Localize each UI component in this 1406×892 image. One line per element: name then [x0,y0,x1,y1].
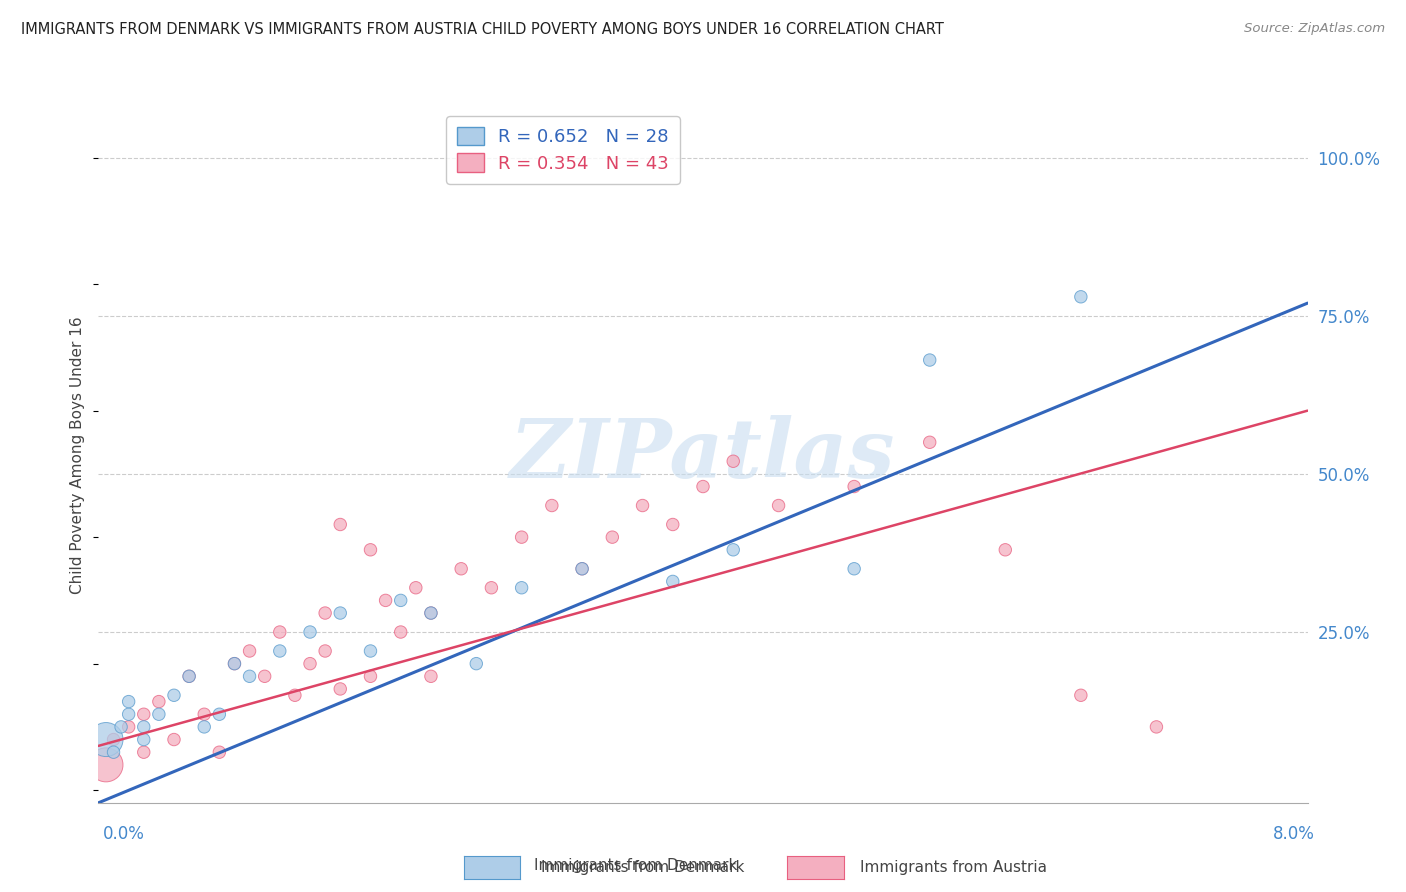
Point [541,499,564,513]
Point [662,574,685,589]
Y-axis label: Child Poverty Among Boys Under 16: Child Poverty Among Boys Under 16 [70,316,86,594]
Point [994,542,1017,557]
Point [239,669,262,683]
Point [208,745,231,759]
Point [510,581,533,595]
Point [103,745,125,759]
Point [405,581,427,595]
Point [389,625,412,640]
Text: Source: ZipAtlas.com: Source: ZipAtlas.com [1244,22,1385,36]
Point [844,479,866,493]
Point [360,669,382,683]
Point [1070,290,1092,304]
Point [1146,720,1168,734]
Point [602,530,624,544]
Point [723,454,745,468]
Text: IMMIGRANTS FROM DENMARK VS IMMIGRANTS FROM AUSTRIA CHILD POVERTY AMONG BOYS UNDE: IMMIGRANTS FROM DENMARK VS IMMIGRANTS FR… [21,22,943,37]
Point [239,644,262,658]
Text: Immigrants from Denmark: Immigrants from Denmark [534,858,738,872]
Text: Immigrants from Austria: Immigrants from Austria [860,860,1047,874]
Point [918,435,941,450]
Point [420,606,443,620]
Point [118,707,141,722]
Text: ZIPatlas: ZIPatlas [510,415,896,495]
Point [571,562,593,576]
Point [193,720,215,734]
Point [450,562,472,576]
Point [110,720,132,734]
Point [844,562,866,576]
Point [224,657,246,671]
Point [918,353,941,368]
Point [314,606,336,620]
Point [465,657,488,671]
Point [148,695,170,709]
Point [723,542,745,557]
Point [103,732,125,747]
Point [94,732,117,747]
Point [163,688,186,702]
Text: 0.0%: 0.0% [103,825,145,843]
Point [374,593,396,607]
Point [179,669,201,683]
Point [329,681,352,696]
Point [329,606,352,620]
Point [132,745,155,759]
Point [631,499,654,513]
Point [481,581,503,595]
Point [208,707,231,722]
Point [768,499,790,513]
Point [329,517,352,532]
Point [360,644,382,658]
Point [299,657,322,671]
Point [132,707,155,722]
Point [389,593,412,607]
Point [662,517,685,532]
Point [94,757,117,772]
Point [284,688,307,702]
Point [420,606,443,620]
Point [163,732,186,747]
Point [269,644,291,658]
Point [132,732,155,747]
Point [314,644,336,658]
Point [360,542,382,557]
Point [299,625,322,640]
Point [692,479,714,493]
Point [253,669,276,683]
Text: 8.0%: 8.0% [1272,825,1315,843]
Point [118,695,141,709]
Point [148,707,170,722]
Point [179,669,201,683]
Point [132,720,155,734]
Point [1070,688,1092,702]
Point [420,669,443,683]
Point [510,530,533,544]
Point [118,720,141,734]
Text: Immigrants from Denmark: Immigrants from Denmark [541,860,745,874]
Point [269,625,291,640]
Point [224,657,246,671]
Point [193,707,215,722]
Point [571,562,593,576]
Legend: R = 0.652   N = 28, R = 0.354   N = 43: R = 0.652 N = 28, R = 0.354 N = 43 [446,116,681,184]
